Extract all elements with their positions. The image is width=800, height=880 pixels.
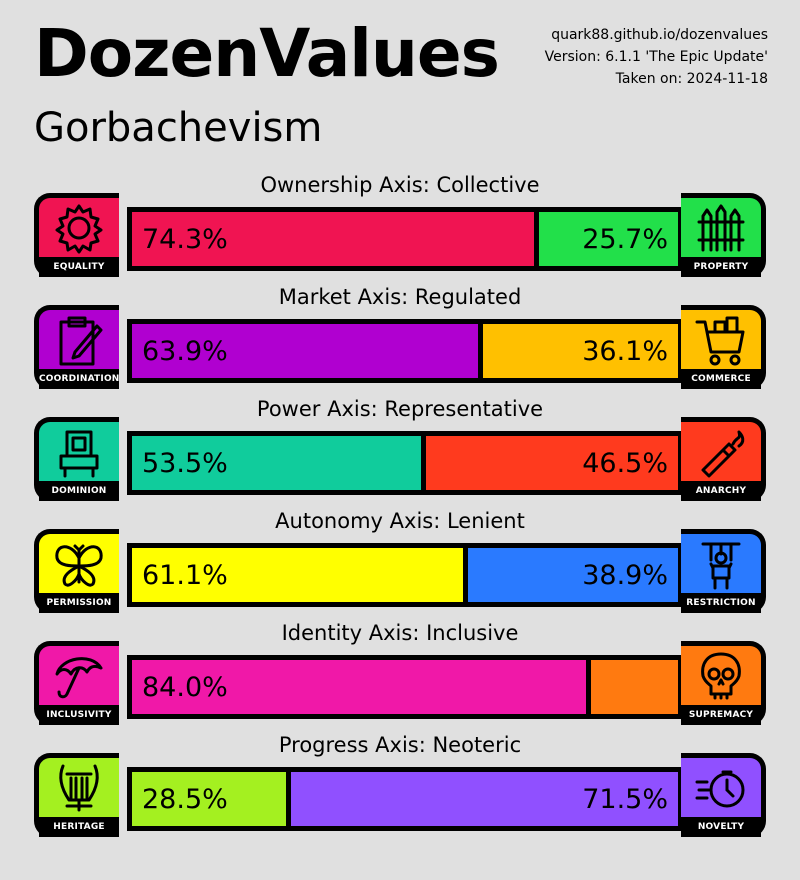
axis-bar: 84.0% [127, 655, 683, 719]
right-percent: 46.5% [582, 447, 668, 479]
skull-icon [701, 652, 741, 700]
clipboard-icon [59, 316, 103, 366]
left-icon-label: EQUALITY [39, 257, 119, 277]
right-icon-box: RESTRICTION [681, 529, 766, 613]
puppet-icon [701, 542, 741, 590]
left-segment: 84.0% [132, 660, 587, 714]
app-title: DozenValues [34, 15, 500, 92]
right-icon-label: SUPREMACY [681, 705, 761, 725]
stopwatch-icon [695, 770, 745, 808]
left-icon-label: INCLUSIVITY [39, 705, 119, 725]
site-url[interactable]: quark88.github.io/dozenvalues [551, 27, 768, 43]
right-icon-label: COMMERCE [681, 369, 761, 389]
right-icon-box: PROPERTY [681, 193, 766, 277]
left-percent: 28.5% [142, 783, 228, 815]
left-icon-label: COORDINATION [39, 369, 119, 389]
right-segment: 38.9% [467, 548, 678, 602]
left-percent: 74.3% [142, 223, 228, 255]
left-percent: 61.1% [142, 559, 228, 591]
right-icon-box: SUPREMACY [681, 641, 766, 725]
right-segment [591, 660, 678, 714]
right-icon-label: NOVELTY [681, 817, 761, 837]
left-icon-box: HERITAGE [34, 753, 119, 837]
left-segment: 63.9% [132, 324, 478, 378]
left-icon-box: INCLUSIVITY [34, 641, 119, 725]
left-icon-box: COORDINATION [34, 305, 119, 389]
axis-bar: 28.5% 71.5% [127, 767, 683, 831]
right-percent: 71.5% [582, 783, 668, 815]
right-percent: 38.9% [582, 559, 668, 591]
right-icon-label: RESTRICTION [681, 593, 761, 613]
left-icon-box: DOMINION [34, 417, 119, 501]
right-icon-label: PROPERTY [681, 257, 761, 277]
left-percent: 63.9% [142, 335, 228, 367]
axis-title: Power Axis: Representative [256, 397, 544, 421]
molotov-icon [701, 430, 745, 478]
taken-date: Taken on: 2024-11-18 [615, 71, 768, 87]
right-icon-box: ANARCHY [681, 417, 766, 501]
left-segment: 53.5% [132, 436, 422, 490]
umbrella-icon [55, 657, 103, 699]
shopping-cart-icon [695, 316, 745, 366]
gear-icon [55, 204, 103, 254]
axis-bar: 74.3% 25.7% [127, 207, 683, 271]
left-percent: 84.0% [142, 671, 228, 703]
left-percent: 53.5% [142, 447, 228, 479]
left-icon-box: PERMISSION [34, 529, 119, 613]
butterfly-icon [55, 544, 103, 587]
axis-title: Progress Axis: Neoteric [278, 733, 522, 757]
throne-icon [59, 430, 99, 478]
right-segment: 46.5% [426, 436, 678, 490]
ideology-name: Gorbachevism [34, 105, 323, 151]
right-segment: 71.5% [291, 772, 678, 826]
axis-bar: 53.5% 46.5% [127, 431, 683, 495]
right-segment: 36.1% [482, 324, 678, 378]
left-segment: 28.5% [132, 772, 287, 826]
right-icon-box: NOVELTY [681, 753, 766, 837]
axis-title: Market Axis: Regulated [278, 285, 522, 309]
right-icon-box: COMMERCE [681, 305, 766, 389]
lyre-icon [59, 764, 99, 812]
left-icon-label: PERMISSION [39, 593, 119, 613]
axis-title: Ownership Axis: Collective [260, 173, 540, 197]
right-icon-label: ANARCHY [681, 481, 761, 501]
axis-bar: 61.1% 38.9% [127, 543, 683, 607]
left-segment: 74.3% [132, 212, 534, 266]
axis-title: Identity Axis: Inclusive [281, 621, 519, 645]
left-icon-label: HERITAGE [39, 817, 119, 837]
right-segment: 25.7% [538, 212, 678, 266]
version-text: Version: 6.1.1 'The Epic Update' [544, 49, 768, 65]
right-percent: 25.7% [582, 223, 668, 255]
left-segment: 61.1% [132, 548, 463, 602]
axis-title: Autonomy Axis: Lenient [275, 509, 525, 533]
meta-info: quark88.github.io/dozenvalues Version: 6… [545, 24, 768, 90]
axis-bar: 63.9% 36.1% [127, 319, 683, 383]
right-percent: 36.1% [582, 335, 668, 367]
left-icon-box: EQUALITY [34, 193, 119, 277]
left-icon-label: DOMINION [39, 481, 119, 501]
fence-icon [697, 204, 745, 252]
